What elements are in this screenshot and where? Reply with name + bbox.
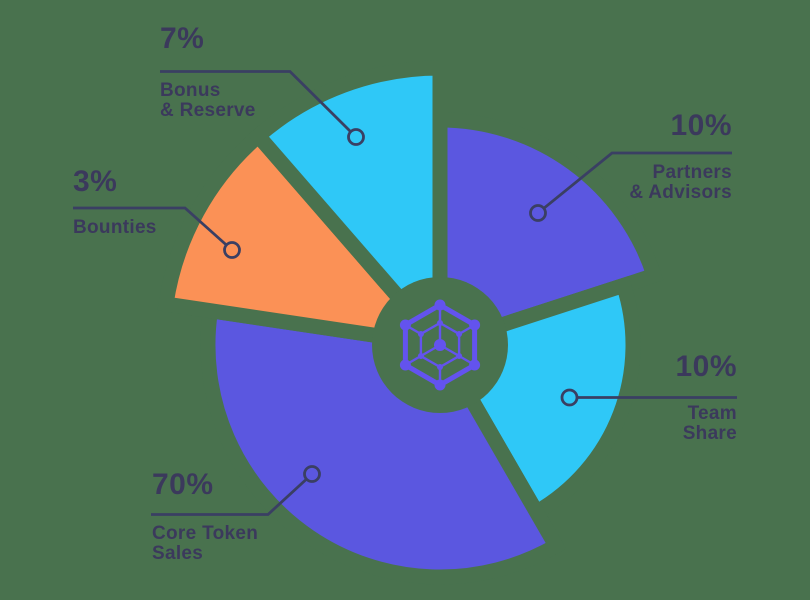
pie-slices — [157, 60, 664, 585]
callout-marker-core-token-sales — [303, 465, 321, 483]
percent-label: 70% — [152, 468, 214, 501]
label-line: Share — [682, 422, 737, 444]
label-line: Sales — [152, 542, 204, 564]
callout-line-core-token-sales — [151, 478, 308, 516]
callout-bonus-reserve: 7% — [160, 24, 204, 54]
label-line: Bounties — [73, 217, 157, 238]
label-line: & Advisors — [629, 181, 732, 203]
network-hexagon-icon — [399, 299, 481, 391]
pie-slice-bonus-reserve — [247, 60, 448, 366]
pie-slice-core-token-sales — [200, 302, 567, 585]
callout-core-token-sales: 70% — [152, 470, 214, 500]
percent-label: 3% — [73, 165, 118, 198]
callout-bounties-label: Bounties — [73, 218, 157, 238]
label-line: Team — [687, 403, 737, 424]
callout-partners-advisors-label: Partners & Advisors — [629, 163, 732, 203]
callout-line-bonus-reserve — [160, 70, 352, 133]
callout-team-share: 10% — [675, 352, 737, 382]
callout-core-token-sales-label: Core Token Sales — [152, 524, 258, 564]
callout-line-bounties — [73, 206, 228, 247]
callout-marker-bonus-reserve — [347, 128, 365, 146]
callout-bounties: 3% — [73, 167, 117, 197]
callout-team-share-label: Team Share — [683, 404, 737, 444]
label-line: Partners — [652, 162, 732, 183]
pie-slice-bounties — [157, 125, 459, 356]
label-line: & Reserve — [160, 99, 256, 121]
callout-marker-team-share — [560, 388, 579, 407]
percent-label: 10% — [670, 109, 732, 142]
callout-line-partners-advisors — [542, 151, 732, 210]
callout-marker-partners-advisors — [529, 204, 547, 222]
percent-label: 7% — [160, 22, 205, 55]
callout-bonus-reserve-label: Bonus & Reserve — [160, 81, 256, 121]
callout-marker-bounties — [223, 241, 241, 259]
callout-lines — [73, 70, 737, 516]
label-line: Bonus — [160, 80, 221, 101]
percent-label: 10% — [675, 350, 737, 383]
callout-partners-advisors: 10% — [670, 111, 732, 141]
label-line: Core Token — [152, 523, 259, 544]
